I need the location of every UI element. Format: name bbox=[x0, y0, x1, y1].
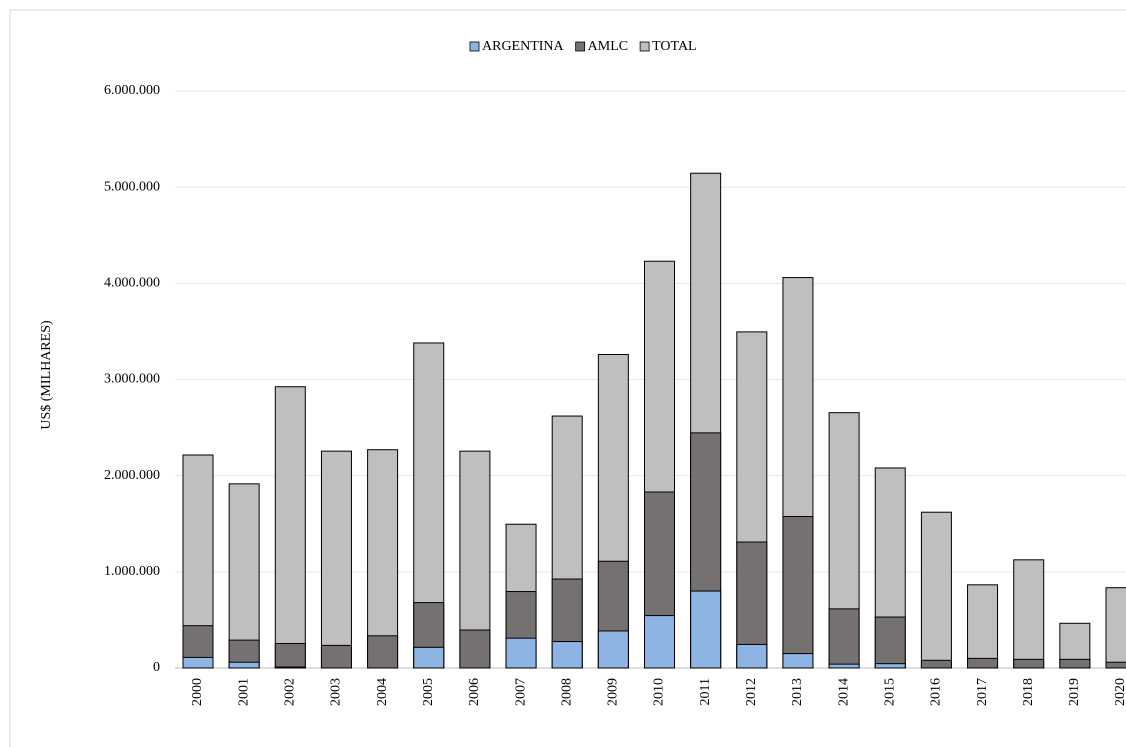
bar bbox=[690, 590, 722, 669]
legend-swatch bbox=[469, 41, 480, 52]
bar bbox=[967, 657, 999, 669]
bar bbox=[874, 616, 906, 669]
x-tick-label: 2005 bbox=[421, 678, 436, 706]
x-tick-label: 2019 bbox=[1067, 678, 1082, 706]
x-tick-label: 2001 bbox=[236, 678, 251, 706]
bar bbox=[1105, 661, 1126, 669]
bar bbox=[920, 659, 952, 669]
legend-swatch bbox=[575, 41, 586, 52]
bar bbox=[828, 663, 860, 669]
legend-label: ARGENTINA bbox=[482, 39, 565, 54]
bar bbox=[320, 644, 352, 669]
bar bbox=[367, 635, 399, 669]
x-tick-label: 2015 bbox=[882, 678, 897, 706]
bar bbox=[274, 386, 306, 669]
y-axis-title: US$ (MILHARES) bbox=[39, 320, 54, 430]
bar bbox=[782, 653, 814, 669]
bar bbox=[320, 450, 352, 669]
bar bbox=[782, 516, 814, 669]
bar bbox=[1105, 587, 1126, 669]
x-tick-label: 2012 bbox=[744, 678, 759, 706]
legend-label: AMLC bbox=[588, 39, 628, 54]
bar bbox=[274, 642, 306, 669]
x-tick-label: 2016 bbox=[929, 678, 944, 706]
x-tick-label: 2018 bbox=[1021, 678, 1036, 706]
x-tick-label: 2008 bbox=[559, 678, 574, 706]
bar bbox=[828, 608, 860, 669]
x-tick-label: 2011 bbox=[698, 678, 713, 705]
bar bbox=[1059, 658, 1091, 669]
x-tick-label: 2014 bbox=[836, 678, 851, 706]
legend-label: TOTAL bbox=[652, 39, 697, 54]
x-tick-label: 2013 bbox=[790, 678, 805, 706]
x-tick-label: 2002 bbox=[283, 678, 298, 706]
bar bbox=[367, 449, 399, 669]
plot bbox=[182, 172, 1126, 669]
bar bbox=[736, 643, 768, 669]
x-tick-label: 2006 bbox=[467, 678, 482, 706]
y-tick-label: 2.000.000 bbox=[104, 468, 160, 483]
x-tick-label: 2003 bbox=[329, 678, 344, 706]
bar bbox=[505, 637, 537, 669]
y-tick-label: 6.000.000 bbox=[104, 83, 160, 98]
x-tick-label: 2009 bbox=[606, 678, 621, 706]
y-tick-label: 5.000.000 bbox=[104, 179, 160, 194]
bar bbox=[597, 630, 629, 669]
bar bbox=[551, 641, 583, 669]
bar bbox=[874, 663, 906, 669]
bar bbox=[1013, 559, 1045, 669]
bar bbox=[413, 646, 445, 669]
bar bbox=[459, 629, 491, 669]
x-tick-label: 2004 bbox=[375, 678, 390, 706]
x-tick-label: 2007 bbox=[513, 678, 528, 706]
bar bbox=[967, 584, 999, 669]
bar bbox=[920, 511, 952, 669]
bar bbox=[1013, 658, 1045, 669]
y-tick-label: 1.000.000 bbox=[104, 564, 160, 579]
x-tick-label: 2000 bbox=[190, 678, 205, 706]
x-tick-label: 2020 bbox=[1113, 678, 1126, 706]
bar bbox=[182, 656, 214, 669]
bar bbox=[228, 483, 260, 669]
x-tick-label: 2010 bbox=[652, 678, 667, 706]
legend-swatch bbox=[639, 41, 650, 52]
y-tick-label: 3.000.000 bbox=[104, 372, 160, 387]
y-tick-label: 4.000.000 bbox=[104, 276, 160, 291]
y-tick-label: 0 bbox=[153, 660, 160, 675]
bar bbox=[228, 661, 260, 669]
bar bbox=[644, 615, 675, 669]
chart-frame bbox=[9, 9, 1126, 747]
x-tick-label: 2017 bbox=[975, 678, 990, 706]
bar bbox=[274, 666, 306, 669]
